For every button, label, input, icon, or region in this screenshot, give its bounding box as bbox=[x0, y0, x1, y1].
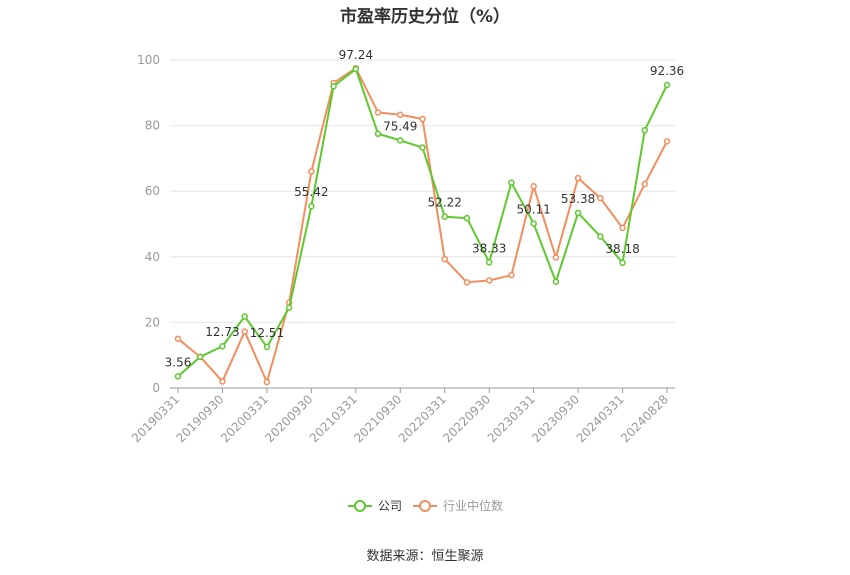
data-point bbox=[597, 194, 604, 202]
data-label: 52.22 bbox=[428, 196, 462, 210]
x-tick-label: 20240828 bbox=[618, 392, 671, 445]
data-point bbox=[530, 220, 537, 227]
data-point bbox=[308, 168, 315, 175]
data-label: 50.11 bbox=[516, 203, 550, 217]
y-tick-label: 80 bbox=[145, 119, 160, 133]
y-tick-label: 40 bbox=[145, 250, 160, 264]
data-point bbox=[419, 115, 426, 123]
data-point bbox=[219, 378, 226, 385]
data-point bbox=[263, 343, 271, 351]
data-point bbox=[641, 126, 649, 134]
y-tick-label: 100 bbox=[137, 53, 160, 67]
data-point bbox=[174, 335, 182, 343]
data-point bbox=[196, 353, 204, 361]
data-point bbox=[552, 278, 560, 285]
data-point bbox=[352, 65, 360, 73]
data-label: 12.51 bbox=[250, 326, 284, 340]
data-point bbox=[663, 81, 671, 89]
data-label: 3.56 bbox=[165, 355, 192, 369]
data-label: 97.24 bbox=[339, 48, 373, 62]
data-point bbox=[574, 209, 582, 217]
legend-label-industry: 行业中位数 bbox=[443, 498, 503, 513]
y-tick-label: 60 bbox=[145, 184, 160, 198]
data-point bbox=[441, 213, 448, 220]
data-point bbox=[574, 174, 582, 182]
data-point bbox=[641, 180, 649, 188]
data-point bbox=[441, 255, 448, 263]
data-point bbox=[285, 304, 293, 311]
data-label: 92.36 bbox=[650, 64, 684, 78]
chart-title: 市盈率历史分位（%） bbox=[339, 7, 511, 27]
data-point bbox=[508, 179, 515, 186]
data-point bbox=[619, 224, 626, 232]
data-point bbox=[241, 328, 248, 335]
data-point bbox=[508, 271, 515, 279]
data-point bbox=[263, 378, 271, 386]
data-point bbox=[419, 144, 426, 151]
data-point bbox=[397, 111, 404, 119]
data-label: 75.49 bbox=[383, 119, 417, 133]
data-label: 38.18 bbox=[605, 242, 639, 256]
data-label: 53.38 bbox=[561, 192, 595, 206]
data-point bbox=[485, 259, 493, 266]
data-point bbox=[619, 259, 626, 267]
data-point bbox=[597, 233, 604, 240]
legend-marker-company bbox=[354, 500, 366, 512]
data-label: 55.42 bbox=[294, 185, 328, 199]
y-tick-label: 0 bbox=[152, 381, 160, 395]
legend-marker-industry bbox=[419, 500, 431, 512]
data-point bbox=[219, 342, 226, 350]
data-point bbox=[663, 138, 671, 145]
data-point bbox=[330, 82, 337, 90]
data-point bbox=[463, 214, 471, 222]
data-point bbox=[174, 373, 182, 380]
data-point bbox=[485, 277, 493, 284]
y-tick-label: 20 bbox=[145, 315, 160, 329]
data-point bbox=[374, 109, 382, 116]
data-label: 12.73 bbox=[205, 325, 239, 339]
data-label: 38.33 bbox=[472, 241, 506, 255]
data-point bbox=[374, 130, 382, 138]
data-point bbox=[308, 202, 315, 210]
legend-label-company: 公司 bbox=[378, 499, 402, 513]
data-source-note: 数据来源：恒生聚源 bbox=[366, 549, 484, 564]
data-point bbox=[552, 254, 560, 261]
data-point bbox=[463, 279, 471, 286]
data-point bbox=[530, 183, 537, 190]
data-point bbox=[397, 137, 404, 144]
data-point bbox=[241, 313, 248, 320]
